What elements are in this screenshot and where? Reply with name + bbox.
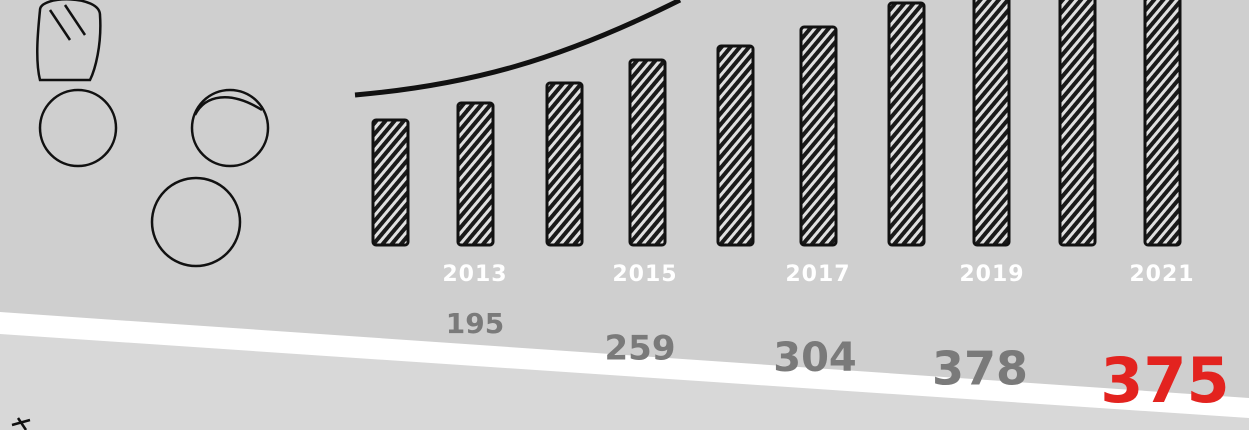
trend-curve — [354, 0, 682, 98]
year-label: 2013 — [442, 262, 507, 287]
white-stripe — [0, 312, 1249, 418]
sketch-bar — [371, 118, 410, 247]
year-label: 2021 — [1129, 262, 1194, 287]
people-doodles — [11, 0, 270, 430]
sketch-bar — [1058, 0, 1097, 247]
value-label: 195 — [446, 307, 504, 340]
sketch-bar — [799, 25, 838, 247]
sketch-bar — [545, 81, 584, 247]
year-label: 2017 — [785, 262, 850, 287]
value-label: 304 — [773, 335, 857, 381]
sketch-bar — [887, 1, 926, 247]
sketch-bar — [456, 101, 495, 247]
sketch-bar — [972, 0, 1011, 247]
sketch-bar — [1143, 0, 1182, 247]
sketch-bars — [371, 0, 1182, 247]
year-label: 2019 — [959, 262, 1024, 287]
value-label: 259 — [605, 329, 676, 369]
sketch-bar — [716, 44, 755, 247]
value-label: 378 — [932, 342, 1028, 396]
highlight-value: 375 — [1100, 344, 1229, 417]
sketch-bar — [628, 58, 667, 247]
year-label: 2015 — [612, 262, 677, 287]
